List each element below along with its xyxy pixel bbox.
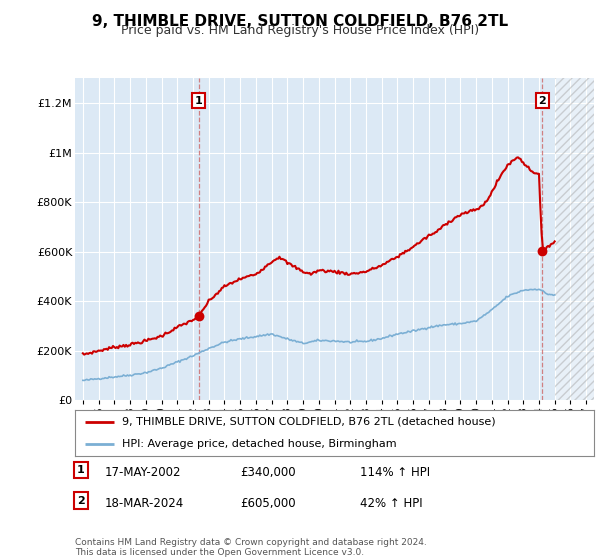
Bar (554, 78, 594, 400)
Text: £340,000: £340,000 (240, 466, 296, 479)
Text: HPI: Average price, detached house, Birmingham: HPI: Average price, detached house, Birm… (122, 438, 397, 449)
Text: 17-MAY-2002: 17-MAY-2002 (105, 466, 182, 479)
Bar (554, 78, 594, 400)
Text: 2: 2 (538, 96, 546, 106)
Text: Contains HM Land Registry data © Crown copyright and database right 2024.
This d: Contains HM Land Registry data © Crown c… (75, 538, 427, 557)
Text: 114% ↑ HPI: 114% ↑ HPI (360, 466, 430, 479)
Text: 42% ↑ HPI: 42% ↑ HPI (360, 497, 422, 510)
Text: 1: 1 (77, 465, 85, 475)
Text: Price paid vs. HM Land Registry's House Price Index (HPI): Price paid vs. HM Land Registry's House … (121, 24, 479, 37)
Text: 1: 1 (195, 96, 203, 106)
Text: 9, THIMBLE DRIVE, SUTTON COLDFIELD, B76 2TL (detached house): 9, THIMBLE DRIVE, SUTTON COLDFIELD, B76 … (122, 417, 496, 427)
Text: 9, THIMBLE DRIVE, SUTTON COLDFIELD, B76 2TL: 9, THIMBLE DRIVE, SUTTON COLDFIELD, B76 … (92, 14, 508, 29)
Text: 18-MAR-2024: 18-MAR-2024 (105, 497, 184, 510)
Text: 2: 2 (77, 496, 85, 506)
Text: £605,000: £605,000 (240, 497, 296, 510)
Point (194, 312, 203, 321)
Point (538, 246, 547, 255)
